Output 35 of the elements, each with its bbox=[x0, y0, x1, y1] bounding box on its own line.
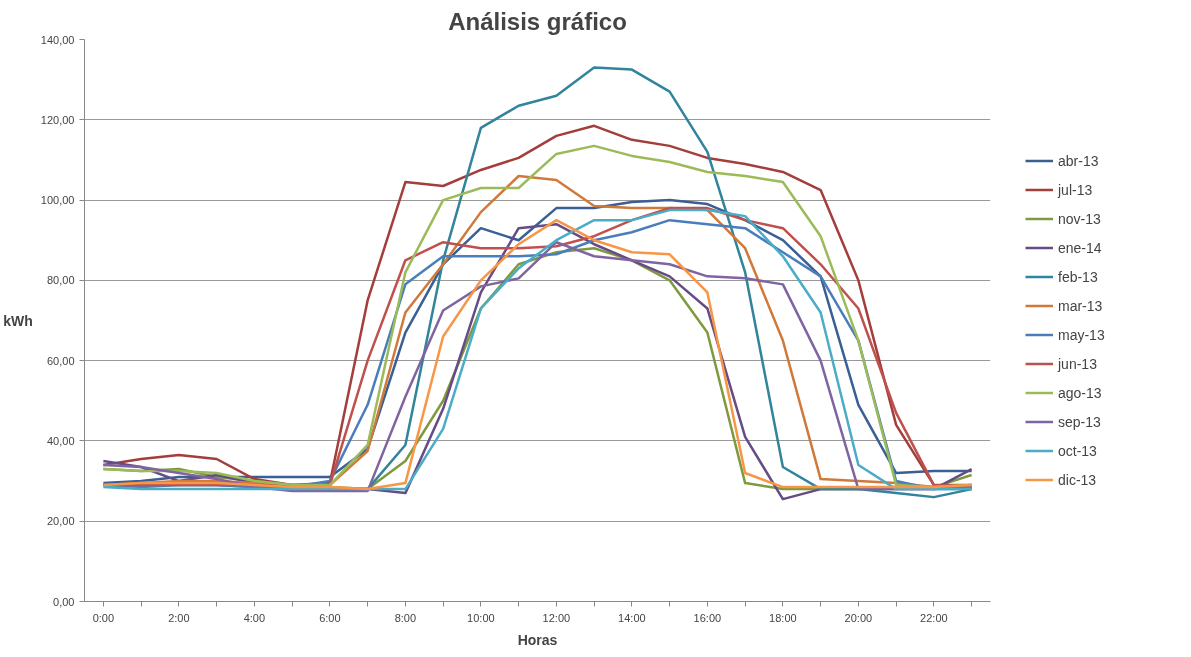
legend-label: feb-13 bbox=[1058, 268, 1098, 285]
y-tick-label: 0,00 bbox=[53, 595, 75, 608]
y-tick-label: 140,00 bbox=[40, 33, 75, 46]
y-tick-label: 120,00 bbox=[40, 113, 75, 126]
x-axis-title: Horas bbox=[517, 631, 558, 648]
legend-label: mar-13 bbox=[1058, 297, 1103, 314]
y-tick-label: 20,00 bbox=[46, 515, 75, 528]
x-tick-label: 20:00 bbox=[844, 611, 873, 624]
x-tick-label: 0:00 bbox=[92, 611, 115, 624]
x-tick-label: 14:00 bbox=[618, 611, 646, 624]
legend-label: oct-13 bbox=[1058, 442, 1097, 459]
x-tick-label: 12:00 bbox=[542, 611, 571, 624]
legend-label: ago-13 bbox=[1058, 384, 1102, 401]
legend-label: abr-13 bbox=[1058, 152, 1099, 169]
y-tick-label: 80,00 bbox=[46, 274, 75, 287]
y-tick-label: 60,00 bbox=[46, 354, 75, 367]
legend-label: ene-14 bbox=[1058, 239, 1102, 256]
legend-label: dic-13 bbox=[1058, 471, 1097, 488]
y-tick-label: 100,00 bbox=[40, 194, 75, 207]
legend-label: may-13 bbox=[1058, 326, 1105, 343]
legend-label: jun-13 bbox=[1058, 355, 1097, 372]
x-tick-label: 6:00 bbox=[319, 611, 341, 624]
chart-title: Análisis gráfico bbox=[448, 7, 627, 35]
y-tick-label: 40,00 bbox=[46, 434, 75, 447]
legend-label: jul-13 bbox=[1058, 181, 1093, 198]
x-tick-label: 4:00 bbox=[243, 611, 266, 624]
legend-label: sep-13 bbox=[1058, 413, 1101, 430]
y-axis-title: kWh bbox=[3, 312, 33, 329]
x-tick-label: 18:00 bbox=[769, 611, 797, 624]
x-tick-label: 8:00 bbox=[394, 611, 417, 624]
x-tick-label: 10:00 bbox=[467, 611, 495, 624]
x-tick-label: 22:00 bbox=[920, 611, 948, 624]
x-tick-label: 16:00 bbox=[693, 611, 722, 624]
legend-label: nov-13 bbox=[1058, 210, 1101, 227]
x-tick-label: 2:00 bbox=[168, 611, 190, 624]
